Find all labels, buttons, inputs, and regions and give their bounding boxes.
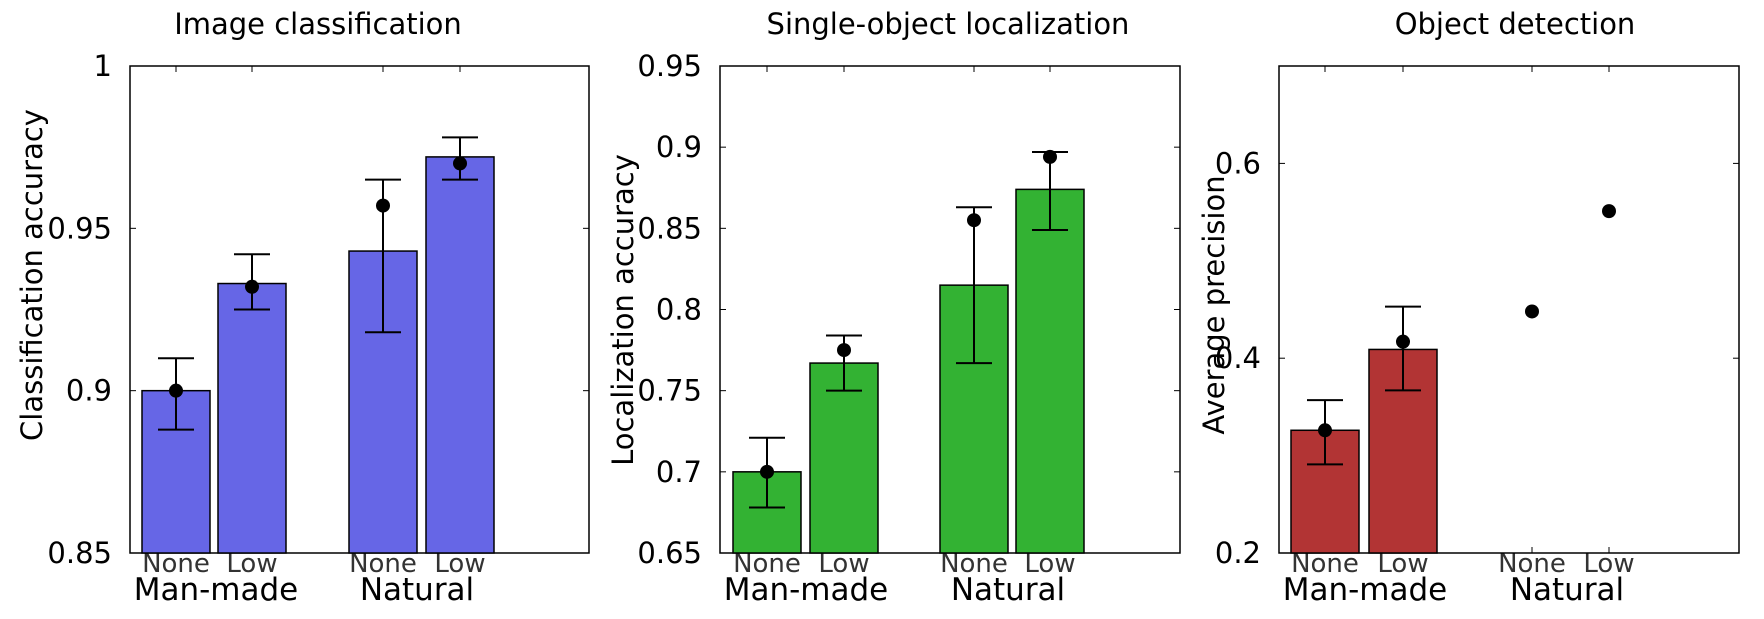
y-tick-label: 0.7 bbox=[656, 455, 702, 489]
data-point bbox=[169, 383, 183, 398]
panel-title: Image classification bbox=[174, 7, 462, 41]
data-point bbox=[453, 156, 467, 171]
category-label: Low bbox=[1024, 549, 1075, 579]
category-label: Low bbox=[1377, 549, 1428, 579]
category-label: None bbox=[1498, 549, 1566, 579]
data-point bbox=[837, 343, 851, 358]
y-tick-label: 0.85 bbox=[47, 536, 112, 570]
y-tick-label: 0.95 bbox=[47, 211, 112, 245]
y-axis-label: Average precision bbox=[1197, 175, 1231, 434]
plot-frame bbox=[1278, 65, 1740, 554]
data-point bbox=[760, 464, 774, 479]
data-point bbox=[1318, 423, 1332, 438]
category-label: Low bbox=[226, 549, 277, 579]
bar bbox=[809, 362, 879, 554]
category-label: None bbox=[733, 549, 801, 579]
y-tick-label: 0.75 bbox=[637, 374, 702, 408]
y-tick-label: 0.85 bbox=[637, 211, 702, 245]
bar bbox=[1368, 348, 1438, 554]
y-tick-label: 0.2 bbox=[1215, 536, 1261, 570]
group-label-natural: Natural bbox=[360, 572, 474, 608]
panel-title: Single-object localization bbox=[767, 7, 1130, 41]
panel-object-detection: Object detection Average precision Man-m… bbox=[1197, 7, 1740, 608]
category-label: None bbox=[940, 549, 1008, 579]
y-tick-label: 0.95 bbox=[637, 49, 702, 83]
category-label: None bbox=[1291, 549, 1359, 579]
panel-single-object-localization: Single-object localization Localization … bbox=[606, 7, 1181, 608]
y-tick-label: 0.9 bbox=[66, 374, 112, 408]
data-point bbox=[1043, 149, 1057, 164]
y-tick-label: 0.6 bbox=[1215, 146, 1261, 180]
data-point bbox=[967, 213, 981, 228]
y-tick-label: 0.65 bbox=[637, 536, 702, 570]
category-label: None bbox=[142, 549, 210, 579]
bar bbox=[1015, 188, 1085, 554]
bar bbox=[425, 156, 495, 554]
category-label: Low bbox=[818, 549, 869, 579]
group-label-natural: Natural bbox=[1510, 572, 1624, 608]
y-tick-label: 0.4 bbox=[1215, 341, 1261, 375]
y-axis-label: Localization accuracy bbox=[606, 154, 640, 466]
y-tick-label: 0.9 bbox=[656, 130, 702, 164]
data-point bbox=[1525, 304, 1539, 319]
y-tick-label: 1 bbox=[94, 49, 112, 83]
group-label-man-made: Man-made bbox=[134, 572, 299, 608]
y-axis-label: Classification accuracy bbox=[15, 109, 49, 441]
category-label: None bbox=[349, 549, 417, 579]
category-label: Low bbox=[434, 549, 485, 579]
data-point bbox=[376, 198, 390, 213]
group-label-natural: Natural bbox=[951, 572, 1065, 608]
data-point bbox=[245, 279, 259, 294]
group-label-man-made: Man-made bbox=[1283, 572, 1448, 608]
data-point bbox=[1602, 204, 1616, 219]
y-tick-label: 0.8 bbox=[656, 293, 702, 327]
panel-image-classification: Image classification Classification accu… bbox=[15, 7, 590, 608]
group-label-man-made: Man-made bbox=[724, 572, 889, 608]
panel-title: Object detection bbox=[1395, 7, 1636, 41]
data-point bbox=[1396, 334, 1410, 349]
category-label: Low bbox=[1583, 549, 1634, 579]
bar bbox=[217, 282, 287, 554]
